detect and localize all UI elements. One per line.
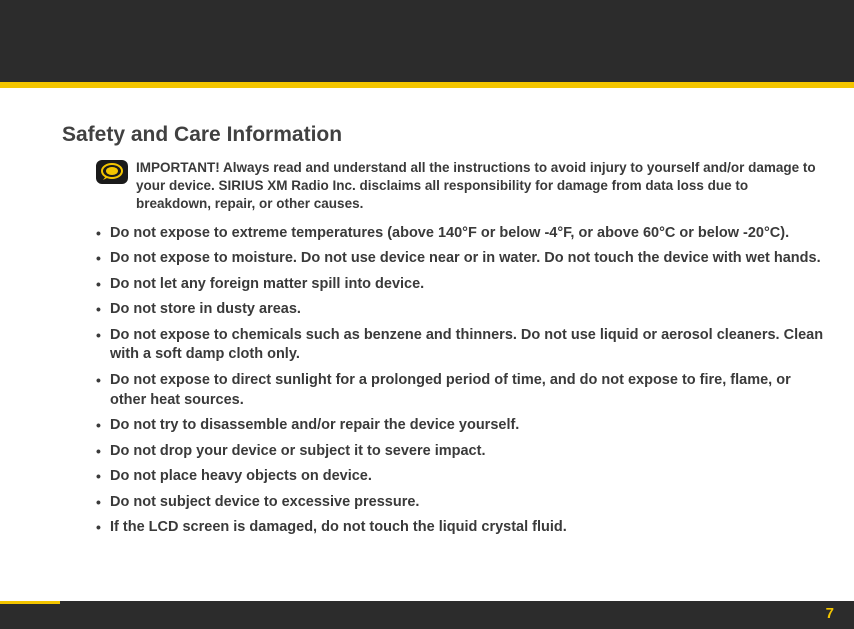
speech-bubble-icon <box>96 160 128 184</box>
list-item: Do not expose to direct sunlight for a p… <box>96 371 824 410</box>
list-item: If the LCD screen is damaged, do not tou… <box>96 518 824 538</box>
list-item: Do not subject device to excessive press… <box>96 493 824 513</box>
list-item: Do not drop your device or subject it to… <box>96 442 824 462</box>
page-title: Safety and Care Information <box>62 123 824 147</box>
important-body: Always read and understand all the instr… <box>136 160 816 211</box>
list-item: Do not expose to moisture. Do not use de… <box>96 249 824 269</box>
list-item: Do not store in dusty areas. <box>96 300 824 320</box>
footer-yellow-accent <box>0 601 60 604</box>
important-text: IMPORTANT! Always read and understand al… <box>136 159 824 214</box>
page-number: 7 <box>826 605 834 622</box>
list-item: Do not let any foreign matter spill into… <box>96 275 824 295</box>
list-item: Do not place heavy objects on device. <box>96 467 824 487</box>
important-callout: IMPORTANT! Always read and understand al… <box>62 159 824 214</box>
page: Safety and Care Information IMPORTANT! A… <box>0 0 854 629</box>
important-label: IMPORTANT! <box>136 160 220 175</box>
footer-bar: 7 <box>0 601 854 629</box>
content-area: Safety and Care Information IMPORTANT! A… <box>0 91 854 601</box>
list-item: Do not try to disassemble and/or repair … <box>96 416 824 436</box>
bullet-list: Do not expose to extreme temperatures (a… <box>62 224 824 538</box>
list-item: Do not expose to extreme temperatures (a… <box>96 224 824 244</box>
list-item: Do not expose to chemicals such as benze… <box>96 326 824 365</box>
header-bar <box>0 0 854 82</box>
